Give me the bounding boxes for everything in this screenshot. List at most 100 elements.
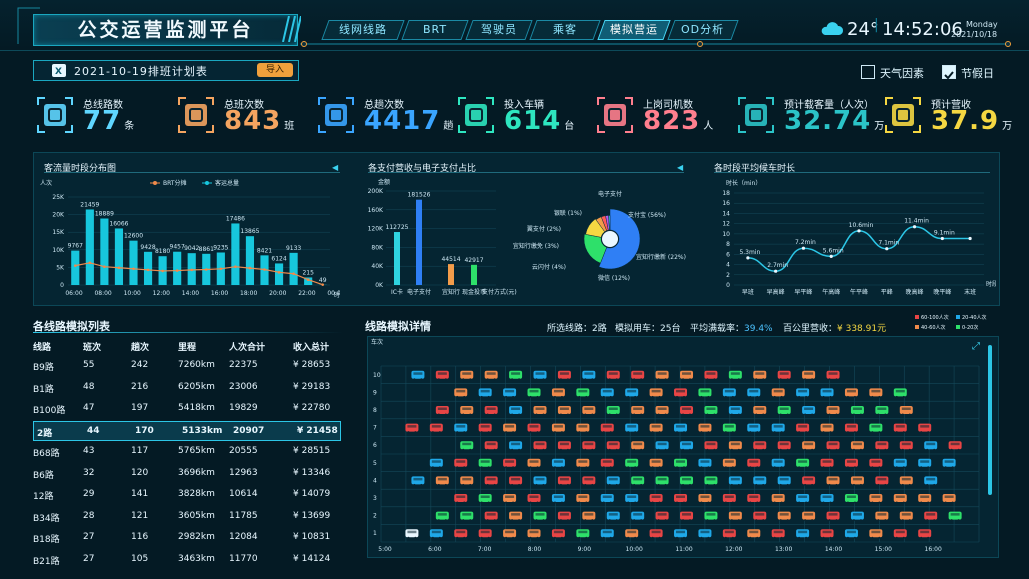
bus-icon[interactable] [796,529,810,539]
bus-icon[interactable] [551,529,565,539]
bus-icon[interactable] [680,441,694,451]
bus-icon[interactable] [576,494,590,504]
bus-icon[interactable] [680,511,694,522]
bus-icon[interactable] [820,388,834,398]
bus-icon[interactable] [405,529,419,539]
bus-icon[interactable] [850,476,864,486]
bus-icon[interactable] [527,458,541,469]
bus-icon[interactable] [674,494,688,504]
tab-od-analysis[interactable]: OD分析 [667,20,739,40]
bus-icon[interactable] [625,494,639,504]
table-row[interactable]: B9路 55 242 7260km 22375 ¥ 28653 [33,356,345,374]
bus-icon[interactable] [777,441,791,451]
bus-icon[interactable] [747,494,761,504]
bus-icon[interactable] [582,441,596,451]
bus-icon[interactable] [429,529,443,539]
bus-icon[interactable] [649,529,663,539]
bus-icon[interactable] [704,370,718,381]
bus-icon[interactable] [478,494,492,504]
table-row[interactable]: B34路 28 121 3605km 11785 ¥ 13699 [33,507,345,525]
bus-icon[interactable] [826,511,840,522]
bus-icon[interactable] [796,458,810,469]
bus-icon[interactable] [728,370,742,381]
table-row[interactable]: B18路 27 116 2982km 12084 ¥ 10831 [33,528,345,546]
bus-icon[interactable] [802,441,816,451]
bus-icon[interactable] [802,406,816,416]
bus-icon[interactable] [551,388,565,398]
bus-icon[interactable] [478,529,492,539]
bus-icon[interactable] [869,458,883,469]
bus-icon[interactable] [631,476,645,486]
bus-icon[interactable] [509,511,523,522]
sim-scrollbar[interactable] [988,345,992,495]
bus-icon[interactable] [674,529,688,539]
bus-icon[interactable] [435,406,449,416]
weather-factor-checkbox[interactable] [861,65,875,79]
bus-icon[interactable] [704,511,718,522]
bus-icon[interactable] [533,406,547,416]
bus-icon[interactable] [722,423,736,434]
bus-icon[interactable] [698,423,712,434]
bus-icon[interactable] [606,370,620,381]
bus-icon[interactable] [728,406,742,416]
bus-icon[interactable] [771,423,785,434]
bus-icon[interactable] [826,441,840,451]
bus-icon[interactable] [747,529,761,539]
bus-icon[interactable] [405,423,419,434]
bus-icon[interactable] [844,388,858,398]
bus-icon[interactable] [924,441,938,451]
bus-icon[interactable] [820,423,834,434]
bus-icon[interactable] [625,388,639,398]
bus-icon[interactable] [600,423,614,434]
bus-icon[interactable] [606,406,620,416]
bus-icon[interactable] [655,406,669,416]
bus-icon[interactable] [582,511,596,522]
bus-icon[interactable] [600,529,614,539]
bus-icon[interactable] [460,406,474,416]
bus-icon[interactable] [606,441,620,451]
bus-icon[interactable] [698,494,712,504]
bus-icon[interactable] [753,511,767,522]
import-button[interactable]: 导入 [257,63,293,77]
bus-icon[interactable] [503,529,517,539]
table-row[interactable]: B6路 32 120 3696km 12963 ¥ 13346 [33,464,345,482]
bus-icon[interactable] [844,494,858,504]
bus-icon[interactable] [771,388,785,398]
bus-icon[interactable] [728,441,742,451]
tab-line-network[interactable]: 线网线路 [321,20,405,40]
table-row[interactable]: B1路 48 216 6205km 23006 ¥ 29183 [33,378,345,396]
bus-icon[interactable] [747,388,761,398]
bus-icon[interactable] [411,476,425,486]
bus-icon[interactable] [631,441,645,451]
bus-icon[interactable] [509,476,523,486]
bus-icon[interactable] [844,529,858,539]
bus-icon[interactable] [918,423,932,434]
bus-icon[interactable] [777,406,791,416]
bus-icon[interactable] [460,476,474,486]
bus-icon[interactable] [893,529,907,539]
bus-icon[interactable] [606,511,620,522]
bus-icon[interactable] [625,458,639,469]
bus-icon[interactable] [820,458,834,469]
bus-icon[interactable] [924,511,938,522]
bus-icon[interactable] [893,494,907,504]
bus-icon[interactable] [582,476,596,486]
bus-icon[interactable] [625,423,639,434]
bus-icon[interactable] [484,476,498,486]
bus-icon[interactable] [753,441,767,451]
bus-icon[interactable] [509,441,523,451]
bus-icon[interactable] [460,370,474,381]
bus-icon[interactable] [582,406,596,416]
expand-icon[interactable]: ⤢ [972,341,980,352]
bus-icon[interactable] [655,370,669,381]
bus-icon[interactable] [631,406,645,416]
bus-icon[interactable] [454,458,468,469]
bus-icon[interactable] [606,476,620,486]
bus-icon[interactable] [435,476,449,486]
bus-icon[interactable] [899,441,913,451]
bus-icon[interactable] [649,423,663,434]
bus-icon[interactable] [674,388,688,398]
bus-icon[interactable] [533,370,547,381]
bus-icon[interactable] [820,529,834,539]
bus-icon[interactable] [533,441,547,451]
